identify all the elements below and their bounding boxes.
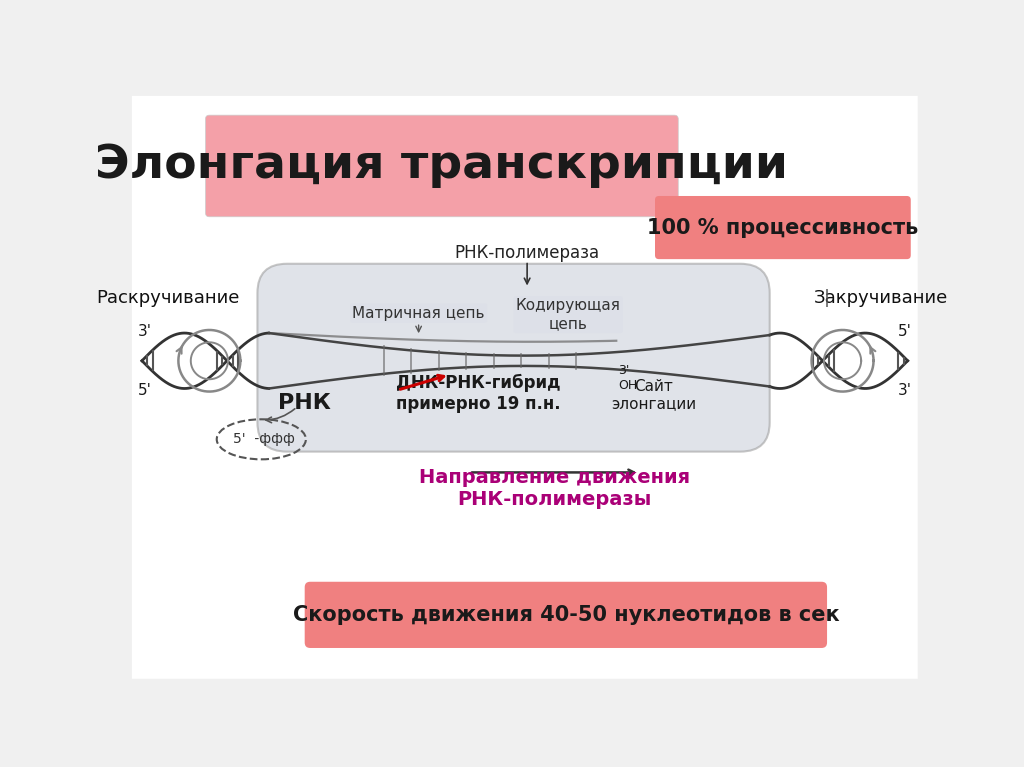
Text: 3': 3' (617, 364, 629, 377)
FancyBboxPatch shape (132, 96, 918, 679)
Text: Кодирующая
цепь: Кодирующая цепь (516, 298, 621, 331)
Text: |: | (824, 288, 830, 307)
Text: Направление движения
РНК-полимеразы: Направление движения РНК-полимеразы (419, 468, 690, 509)
Text: Элонгация транскрипции: Элонгация транскрипции (95, 143, 788, 188)
FancyBboxPatch shape (257, 264, 770, 452)
Text: РНК: РНК (279, 393, 331, 413)
Text: РНК-полимераза: РНК-полимераза (455, 244, 600, 262)
Text: 5': 5' (898, 324, 911, 339)
Text: OH: OH (617, 379, 637, 392)
FancyBboxPatch shape (206, 115, 678, 217)
Text: Закручивание: Закручивание (814, 288, 948, 307)
Text: 5'  -ффф: 5' -ффф (232, 433, 295, 446)
Text: Сайт
элонгации: Сайт элонгации (611, 379, 696, 412)
Text: Скорость движения 40-50 нуклеотидов в сек: Скорость движения 40-50 нуклеотидов в се… (293, 605, 840, 625)
FancyBboxPatch shape (655, 196, 910, 259)
Text: 3': 3' (898, 383, 911, 397)
Text: 100 % процессивность: 100 % процессивность (647, 218, 919, 238)
FancyBboxPatch shape (305, 581, 827, 648)
Text: 3': 3' (138, 324, 152, 339)
Text: Раскручивание: Раскручивание (96, 288, 240, 307)
Text: Матричная цепь: Матричная цепь (352, 305, 485, 321)
Text: 5': 5' (138, 383, 152, 397)
Text: ДНК-РНК-гибрид
примерно 19 п.н.: ДНК-РНК-гибрид примерно 19 п.н. (396, 374, 560, 413)
